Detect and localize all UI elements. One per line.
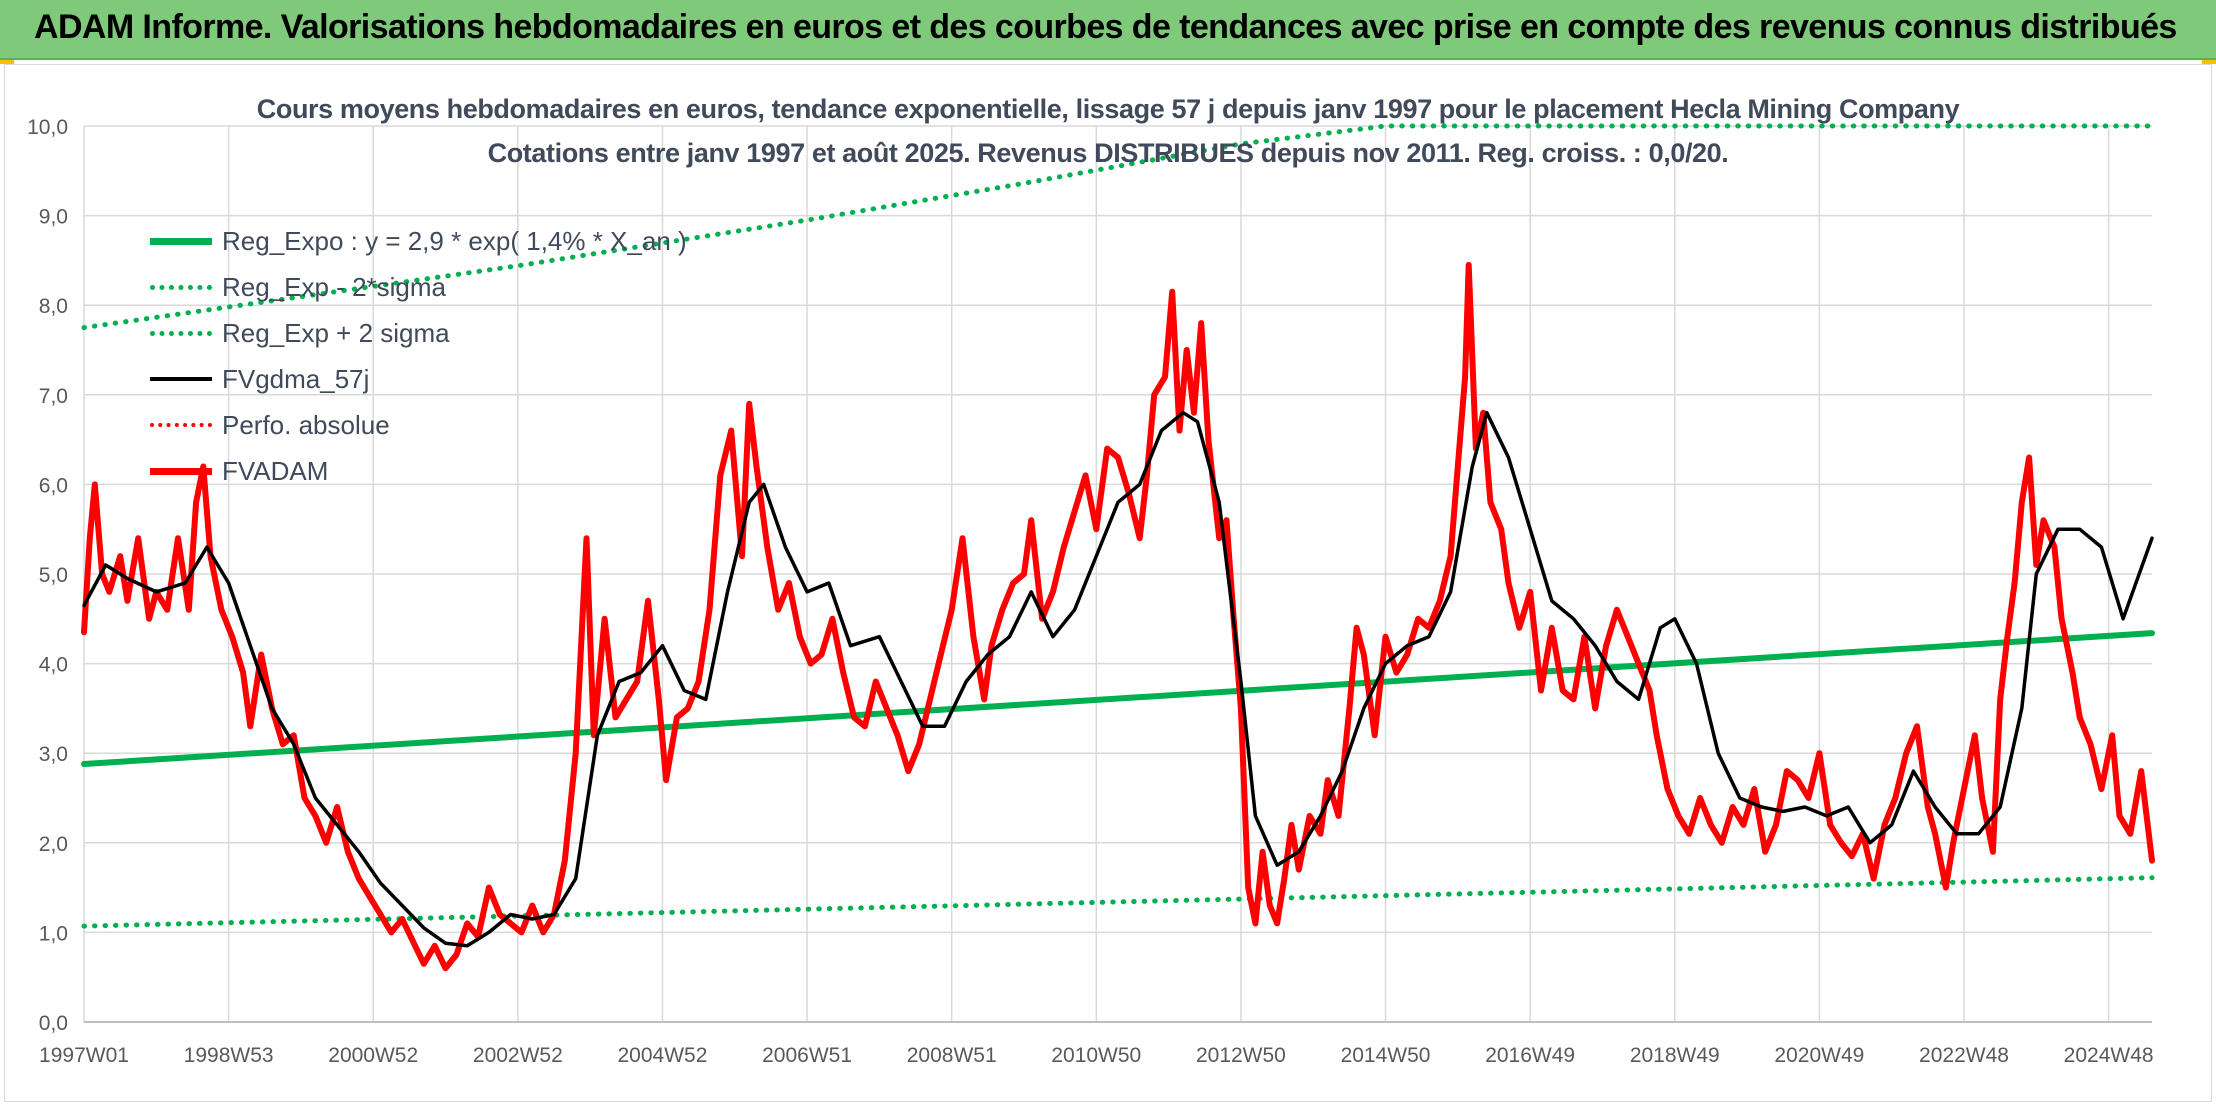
y-tick-label: 6,0 <box>39 474 68 497</box>
x-tick-label: 2020W49 <box>1774 1044 1864 1067</box>
x-tick-label: 1998W53 <box>184 1044 274 1067</box>
legend-item-fvadam: FVADAM <box>150 448 687 494</box>
chart-title: Cours moyens hebdomadaires en euros, ten… <box>256 94 1960 124</box>
legend-item-reg-exp-minus: Reg_Exp - 2*sigma <box>150 264 687 310</box>
series-line-5 <box>81 261 2155 972</box>
chart-frame <box>4 64 2212 1102</box>
grid-lines <box>83 125 2152 1023</box>
axis-labels: 0,0 1,0 2,0 3,0 4,0 5,0 6,0 7,0 8,0 9,0 10,0 1997W0… <box>27 116 2153 1067</box>
series-line-0 <box>81 630 2155 767</box>
series-line-3 <box>82 410 2154 948</box>
chart-legend: Reg_Expo : y = 2,9 * exp( 1,4% * X_an ) … <box>150 218 687 494</box>
x-tick-label: 2008W51 <box>907 1044 997 1067</box>
x-tick-label: 2012W50 <box>1196 1044 1286 1067</box>
x-tick-label: 2016W49 <box>1485 1044 1575 1067</box>
legend-item-perfo-absolue: Perfo. absolue <box>150 402 687 448</box>
legend-label-reg-exp-minus: Reg_Exp - 2*sigma <box>222 271 446 302</box>
series-line-1 <box>81 875 2155 929</box>
x-tick-label: 2010W50 <box>1051 1044 1141 1067</box>
y-tick-label: 1,0 <box>39 922 68 945</box>
y-tick-label: 5,0 <box>39 564 68 587</box>
x-tick-label: 2024W48 <box>2064 1044 2154 1067</box>
x-tick-label: 2004W52 <box>618 1044 708 1067</box>
series-lines <box>81 123 2155 972</box>
x-tick-label: 2006W51 <box>762 1044 852 1067</box>
legend-label-reg-expo: Reg_Expo : y = 2,9 * exp( 1,4% * X_an ) <box>222 225 687 256</box>
legend-label-perfo-absolue: Perfo. absolue <box>222 409 390 440</box>
y-tick-label: 0,0 <box>39 1012 68 1035</box>
y-tick-label: 9,0 <box>39 206 68 229</box>
legend-item-fvgdma: FVgdma_57j <box>150 356 687 402</box>
x-tick-label: 2014W50 <box>1341 1044 1431 1067</box>
x-tick-label: 1997W01 <box>39 1044 129 1067</box>
y-tick-label: 8,0 <box>39 295 68 318</box>
chart-subtitle: Cotations entre janv 1997 et août 2025. … <box>487 138 1729 168</box>
y-tick-label: 4,0 <box>39 654 68 677</box>
legend-label-fvgdma: FVgdma_57j <box>222 363 370 394</box>
legend-swatch-reg-exp-minus <box>150 284 212 290</box>
corner-mark-left <box>0 60 14 64</box>
x-tick-label: 2000W52 <box>328 1044 418 1067</box>
legend-swatch-perfo-absolue <box>150 423 212 427</box>
legend-swatch-fvgdma <box>150 377 212 381</box>
x-tick-label: 2022W48 <box>1919 1044 2009 1067</box>
legend-item-reg-exp-plus: Reg_Exp + 2 sigma <box>150 310 687 356</box>
legend-swatch-fvadam <box>150 467 212 475</box>
report-banner: ADAM Informe. Valorisations hebdomadaire… <box>0 0 2216 60</box>
report-title: ADAM Informe. Valorisations hebdomadaire… <box>34 8 2177 46</box>
corner-mark-right <box>2202 60 2216 64</box>
legend-label-reg-exp-plus: Reg_Exp + 2 sigma <box>222 317 450 348</box>
legend-label-fvadam: FVADAM <box>222 455 329 486</box>
legend-swatch-reg-exp-plus <box>150 330 212 336</box>
y-tick-label: 10,0 <box>27 116 68 139</box>
x-tick-label: 2002W52 <box>473 1044 563 1067</box>
legend-swatch-reg-expo <box>150 237 212 245</box>
x-tick-label: 2018W49 <box>1630 1044 1720 1067</box>
y-tick-label: 2,0 <box>39 833 68 856</box>
y-tick-label: 7,0 <box>39 385 68 408</box>
legend-item-reg-expo: Reg_Expo : y = 2,9 * exp( 1,4% * X_an ) <box>150 218 687 264</box>
y-tick-label: 3,0 <box>39 743 68 766</box>
